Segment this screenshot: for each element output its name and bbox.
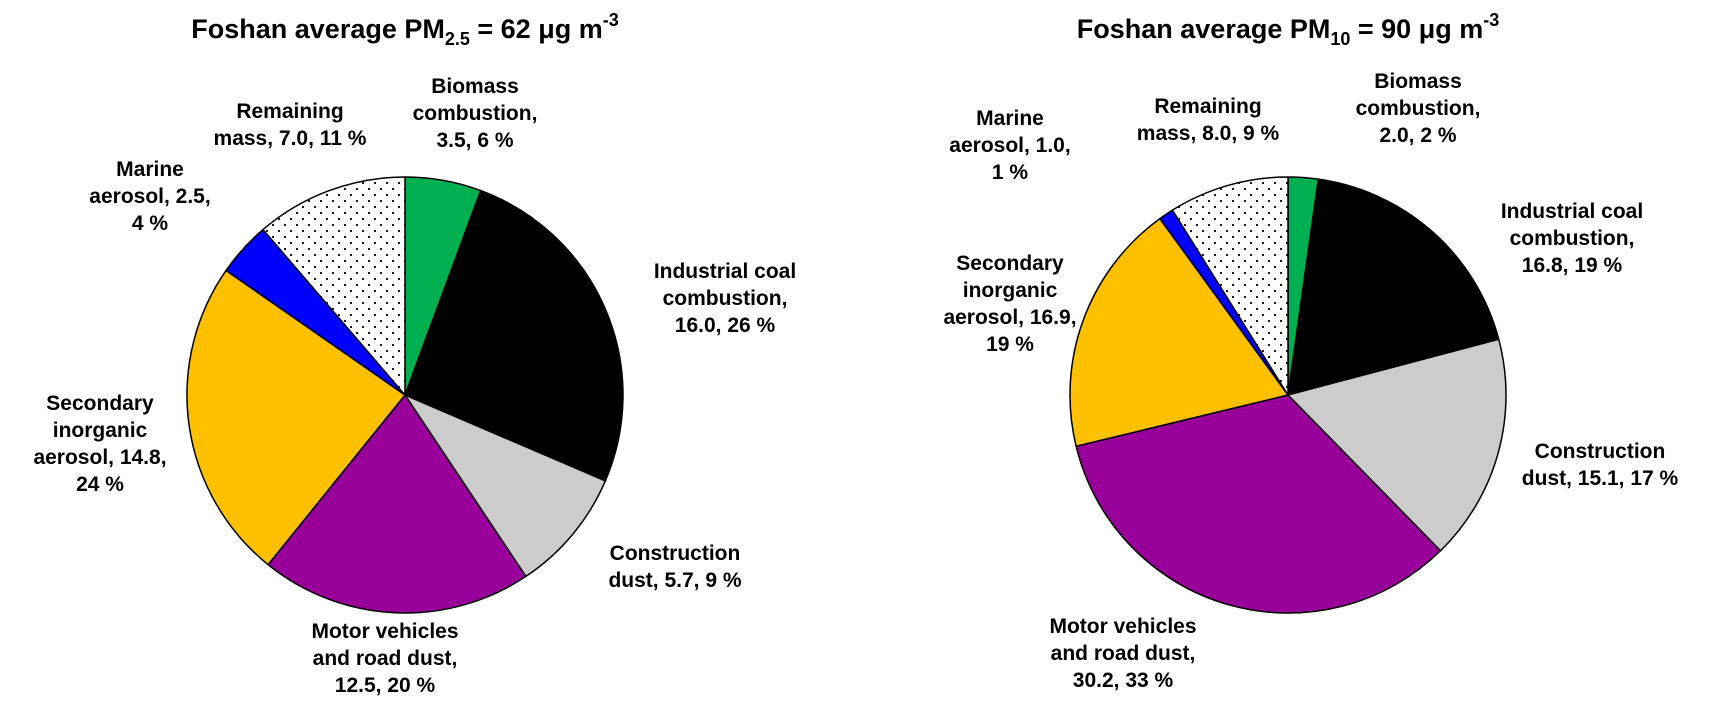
pm10-pie-chart: Foshan average PM10 = 90 μg m-3 Biomass co…	[943, 10, 1678, 692]
pm10-label-motor-vehicles-and-road-dust: Motor vehicles and road dust, 30.2, 33 %	[1049, 615, 1196, 692]
pm25-slice-remaining-mass	[262, 176, 406, 396]
pm10-label-secondary-inorganic-aerosol: Secondary inorganic aerosol, 16.9, 19 %	[943, 252, 1076, 356]
pm25-slice-secondary-inorganic-aerosol	[186, 269, 406, 566]
pm10-slice-remaining-mass	[1171, 176, 1289, 396]
pm10-label-industrial-coal-combustion: Industrial coal combustion, 16.8, 19 %	[1501, 200, 1643, 277]
pm10-slice-construction-dust	[1287, 338, 1507, 552]
pm25-slice-motor-vehicles-and-road-dust	[267, 394, 527, 614]
pm25-label-marine-aerosol: Marine aerosol, 2.5, 4 %	[89, 158, 210, 235]
pm10-label-marine-aerosol: Marine aerosol, 1.0, 1 %	[949, 107, 1070, 184]
pm10-label-construction-dust: Construction dust, 15.1, 17 %	[1522, 440, 1679, 490]
pm25-label-motor-vehicles-and-road-dust: Motor vehicles and road dust, 12.5, 20 %	[311, 620, 458, 697]
pm25-label-secondary-inorganic-aerosol: Secondary inorganic aerosol, 14.8, 24 %	[33, 392, 166, 496]
pm10-label-remaining-mass: Remaining mass, 8.0, 9 %	[1137, 95, 1280, 145]
pm25-pie-chart: Foshan average PM2.5 = 62 μg m-3 Biomass c…	[33, 10, 796, 697]
pm10-slice-industrial-coal-combustion	[1287, 178, 1500, 396]
pm25-label-biomass-combustion: Biomass combustion, 3.5, 6 %	[413, 75, 538, 152]
pm25-label-remaining-mass: Remaining mass, 7.0, 11 %	[214, 100, 367, 150]
pm25-label-industrial-coal-combustion: Industrial coal combustion, 16.0, 26 %	[654, 260, 796, 337]
pm25-label-construction-dust: Construction dust, 5.7, 9 %	[608, 542, 741, 592]
pm10-slice-motor-vehicles-and-road-dust	[1075, 394, 1442, 614]
pm25-slice-industrial-coal-combustion	[404, 189, 624, 482]
pm25-slice-construction-dust	[404, 394, 607, 578]
pm25-chart-title: Foshan average PM2.5 = 62 μg m-3	[191, 10, 618, 49]
pm10-slice-secondary-inorganic-aerosol	[1069, 217, 1289, 448]
pm10-label-biomass-combustion: Biomass combustion, 2.0, 2 %	[1356, 70, 1481, 147]
pm10-chart-title: Foshan average PM10 = 90 μg m-3	[1077, 10, 1499, 49]
